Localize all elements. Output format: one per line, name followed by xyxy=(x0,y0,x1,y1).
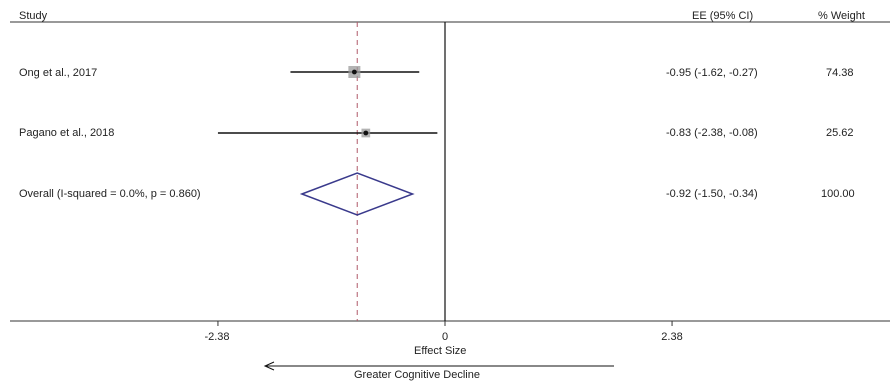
direction-label: Greater Cognitive Decline xyxy=(354,369,480,381)
overall-label: Overall (I-squared = 0.0%, p = 0.860) xyxy=(19,188,201,200)
weight-text-ong: 74.38 xyxy=(826,67,854,79)
point-estimate-1 xyxy=(363,130,369,136)
study-label-pagano: Pagano et al., 2018 xyxy=(19,127,115,139)
ci-text-pagano: -0.83 (-2.38, -0.08) xyxy=(666,127,758,139)
direction-arrow-head xyxy=(263,361,275,371)
x-axis-label: Effect Size xyxy=(414,345,467,357)
ci-text-overall: -0.92 (-1.50, -0.34) xyxy=(666,188,758,200)
ci-text-ong: -0.95 (-1.62, -0.27) xyxy=(666,67,758,79)
ci-column-header: EE (95% CI) xyxy=(692,10,754,22)
weight-text-overall: 100.00 xyxy=(821,188,855,200)
weight-column-header: % Weight xyxy=(818,10,865,22)
x-tick-label-zero: 0 xyxy=(441,331,449,343)
point-estimate-0 xyxy=(351,69,357,75)
weight-text-pagano: 25.62 xyxy=(826,127,854,139)
study-column-header: Study xyxy=(19,10,48,22)
x-tick-label-pos: 2.38 xyxy=(661,331,683,343)
x-tick-label-neg: -2.38 xyxy=(204,331,230,343)
overall-diamond xyxy=(299,172,415,216)
study-label-ong: Ong et al., 2017 xyxy=(19,67,98,79)
